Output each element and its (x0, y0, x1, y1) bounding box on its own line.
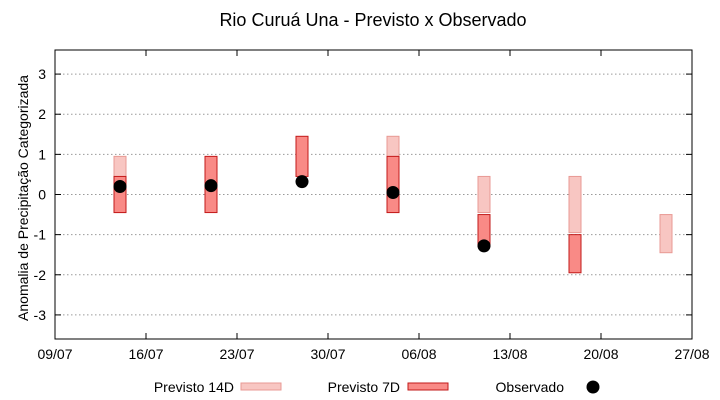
y-axis-label: Anomalia de Precipitação Categorizada (15, 75, 31, 321)
previsto-7d-bar (295, 135, 309, 177)
y-tick-label: 0 (38, 187, 46, 203)
observado-point (113, 179, 127, 193)
legend: Previsto 14D Previsto 7D Observado (154, 379, 600, 395)
y-axis-ticks: -3 -2 -1 0 1 2 3 (34, 66, 692, 323)
x-tick-label: 06/08 (401, 346, 436, 362)
x-tick-label: 13/08 (492, 346, 527, 362)
series-3 (113, 175, 491, 253)
grid (55, 73, 692, 316)
previsto-7d-bar (568, 234, 582, 274)
x-tick-label: 27/08 (674, 346, 709, 362)
x-tick-label: 20/08 (583, 346, 618, 362)
observado-point (295, 175, 309, 189)
x-tick-label: 23/07 (219, 346, 254, 362)
observado-point (386, 185, 400, 199)
x-tick-label: 16/07 (128, 346, 163, 362)
previsto-14d-bar (659, 214, 673, 254)
y-tick-label: 2 (38, 106, 46, 122)
chart-title: Rio Curuá Una - Previsto x Observado (219, 10, 526, 30)
legend-label: Previsto 14D (154, 379, 234, 395)
y-tick-label: -3 (34, 307, 47, 323)
plot-frame (54, 49, 693, 340)
legend-label: Previsto 7D (328, 379, 400, 395)
x-tick-label: 09/07 (37, 346, 72, 362)
previsto-14d-bar (477, 175, 491, 214)
y-tick-label: 1 (38, 146, 46, 162)
legend-swatch (240, 382, 282, 391)
legend-marker (586, 380, 600, 394)
previsto-14d-bar (568, 175, 582, 234)
observado-point (477, 239, 491, 253)
series-2 (113, 135, 582, 274)
y-tick-label: 3 (38, 66, 46, 82)
x-tick-label: 30/07 (310, 346, 345, 362)
legend-swatch (407, 382, 449, 391)
y-tick-label: -2 (34, 267, 47, 283)
chart-marks (113, 135, 673, 274)
x-axis-ticks: 09/07 16/07 23/07 30/07 06/08 13/08 20/08 27/08 (37, 50, 710, 362)
previsto-7d-bar (386, 155, 400, 214)
y-tick-label: -1 (34, 227, 47, 243)
observado-point (204, 179, 218, 193)
legend-label: Observado (496, 379, 565, 395)
